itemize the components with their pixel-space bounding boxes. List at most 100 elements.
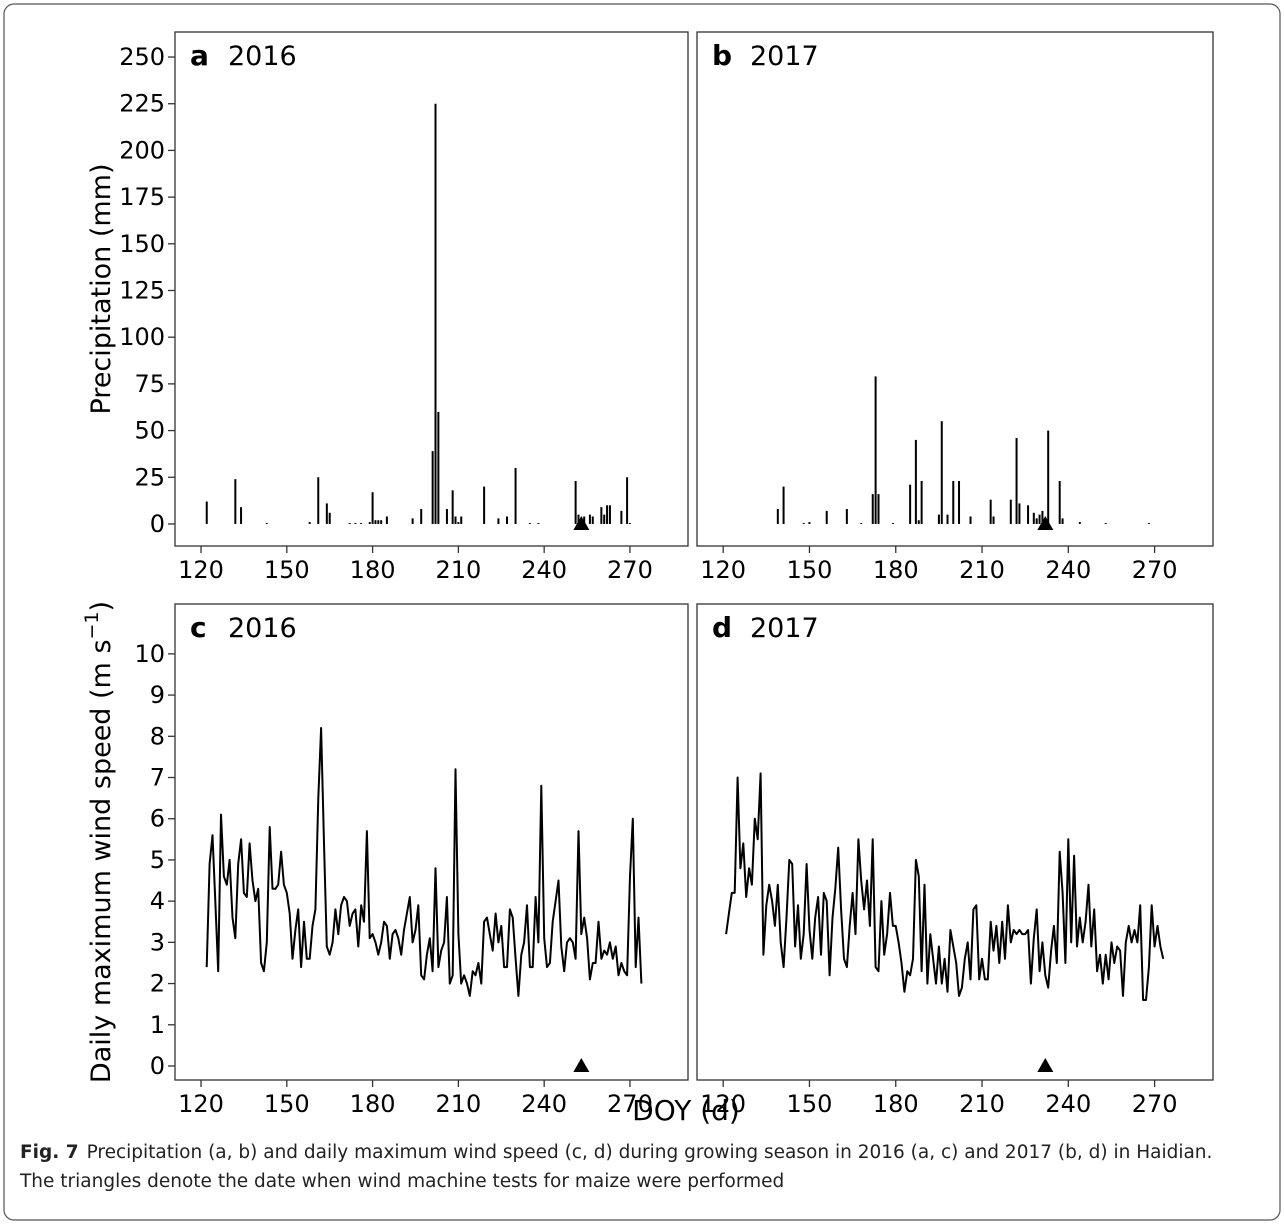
bar <box>914 439 917 524</box>
panel-label: c <box>190 611 207 644</box>
y-tick-label: 2 <box>150 970 165 998</box>
x-axis-label: DOY (d) <box>632 1094 740 1127</box>
y-tick-label: 225 <box>119 90 165 118</box>
y-tick-label: 25 <box>134 463 165 491</box>
bar <box>969 516 972 524</box>
y-tick-label: 0 <box>150 510 165 538</box>
y-tick-label: 250 <box>119 43 165 71</box>
y-tick-label: 4 <box>150 887 165 915</box>
bar <box>1058 481 1061 524</box>
y-axis-label: Daily maximum wind speed (m s−1) <box>81 601 117 1083</box>
x-tick-label: 150 <box>264 1090 310 1118</box>
y-tick-label: 3 <box>150 928 165 956</box>
panel-frame <box>696 31 1214 547</box>
bar <box>420 509 423 524</box>
x-tick-label: 180 <box>350 1090 396 1118</box>
bar <box>328 512 331 524</box>
panel-label: b <box>712 39 732 72</box>
bar <box>411 518 414 524</box>
figure-frame <box>3 3 1281 1221</box>
x-tick-label: 240 <box>1045 1090 1091 1118</box>
x-tick-label: 150 <box>264 556 310 584</box>
bar <box>871 494 874 524</box>
bar <box>577 514 580 524</box>
bar <box>528 523 531 524</box>
bar <box>860 523 863 524</box>
x-tick-label: 120 <box>178 1090 224 1118</box>
test-date-marker <box>573 1057 590 1072</box>
bar <box>1078 522 1081 524</box>
x-tick-label: 210 <box>435 556 481 584</box>
bar <box>591 516 594 524</box>
bar <box>992 516 995 524</box>
bar <box>377 520 380 524</box>
bar <box>445 509 448 524</box>
y-tick-label: 0 <box>150 1052 165 1080</box>
x-tick-label: 120 <box>700 556 746 584</box>
x-tick-label: 210 <box>959 556 1005 584</box>
panel-frame <box>174 603 689 1081</box>
bar <box>371 492 374 524</box>
y-tick-label: 10 <box>134 640 165 668</box>
bar <box>937 514 940 524</box>
bar <box>514 467 517 524</box>
y-tick-label: 7 <box>150 764 165 792</box>
x-tick-label: 120 <box>178 556 224 584</box>
y-tick-label: 6 <box>150 805 165 833</box>
test-date-marker <box>1037 515 1054 530</box>
bar <box>374 520 377 524</box>
bar <box>385 516 388 524</box>
y-tick-label: 100 <box>119 323 165 351</box>
x-tick-label: 240 <box>521 1090 567 1118</box>
x-tick-label: 270 <box>607 1090 653 1118</box>
y-tick-label: 9 <box>150 681 165 709</box>
bar <box>583 516 586 524</box>
bar <box>600 507 603 524</box>
bar <box>505 516 508 524</box>
bar <box>782 486 785 524</box>
bar <box>574 481 577 524</box>
bar <box>588 514 591 524</box>
panel-frame <box>696 603 1214 1081</box>
y-tick-label: 8 <box>150 722 165 750</box>
bar <box>1047 430 1050 524</box>
bar <box>628 523 631 524</box>
bar <box>825 510 828 524</box>
y-axis-label-part: ) <box>86 601 117 612</box>
y-axis-label-part: Precipitation (mm) <box>86 163 117 414</box>
x-tick-label: 150 <box>787 1090 833 1118</box>
bar <box>877 494 880 524</box>
bar <box>946 514 949 524</box>
bar <box>776 509 779 524</box>
bar <box>891 523 894 524</box>
bar <box>1032 512 1035 524</box>
wind-line <box>725 772 1165 1001</box>
x-tick-label: 240 <box>521 556 567 584</box>
panel-label: a <box>190 39 209 72</box>
test-date-marker <box>573 515 590 530</box>
bar <box>537 523 540 524</box>
panel-title: 2016 <box>228 613 297 644</box>
bar <box>608 505 611 524</box>
y-axis-label-part: −1 <box>81 611 103 639</box>
bar <box>460 516 463 524</box>
bar <box>808 522 811 524</box>
bar <box>845 509 848 524</box>
panel-title: 2017 <box>750 613 819 644</box>
bar <box>308 522 311 524</box>
x-tick-label: 210 <box>959 1090 1005 1118</box>
x-tick-label: 270 <box>607 556 653 584</box>
bar <box>958 481 961 524</box>
bar <box>205 501 208 524</box>
x-tick-label: 240 <box>1045 556 1091 584</box>
bar <box>1027 505 1030 524</box>
bar <box>240 507 243 524</box>
x-tick-label: 120 <box>700 1090 746 1118</box>
bar <box>483 486 486 524</box>
bar <box>265 523 268 524</box>
y-axis-label-part: Daily maximum wind speed (m s <box>86 639 117 1083</box>
panel-title: 2016 <box>228 41 297 72</box>
bar <box>325 503 328 524</box>
x-tick-label: 180 <box>873 556 919 584</box>
